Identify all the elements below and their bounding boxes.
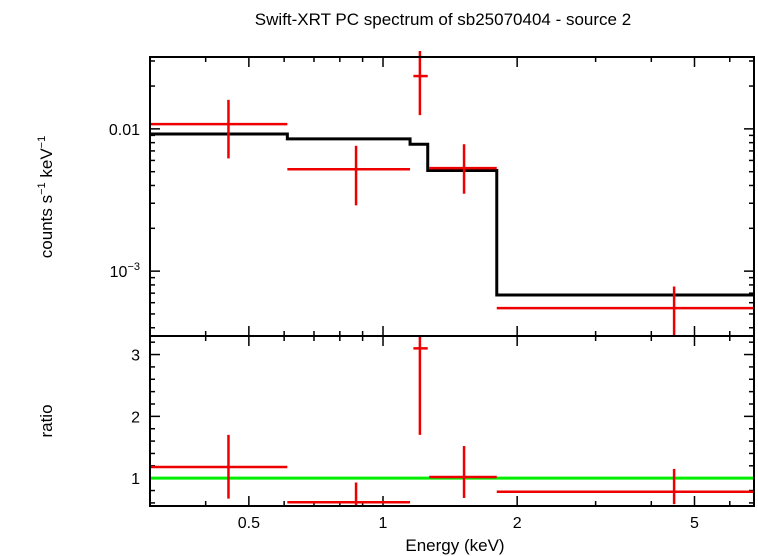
x-axis-label: Energy (keV): [405, 536, 504, 555]
spectrum-point: [496, 286, 754, 336]
ratio-panel: 1 2 3 0.5 1 2 5 ratio Energy (keV): [37, 335, 755, 555]
ratio-panel-frame: [149, 335, 755, 507]
model-step-line: [150, 132, 754, 297]
y-tick-label-exponent: −3: [127, 261, 140, 273]
x-tick-labels: 0.5 1 2 5: [238, 515, 699, 532]
ylabel-sup-1: −1: [36, 182, 48, 195]
ratio-point: [413, 336, 428, 435]
x-tick-label: 2: [513, 515, 522, 532]
ratio-y-axis-label: ratio: [37, 404, 56, 437]
ratio-y-tick-labels: 1 2 3: [131, 348, 140, 489]
ratio-y-tick-label: 3: [131, 348, 140, 365]
spectrum-point: [413, 51, 428, 116]
ratio-point: [429, 446, 497, 498]
spectrum-data-points: [150, 51, 754, 336]
chart-title: Swift-XRT PC spectrum of sb25070404 - so…: [255, 10, 631, 29]
x-tick-label: 0.5: [238, 515, 260, 532]
y-tick-label-base: 0.01: [109, 122, 140, 139]
spectrum-y-tick-labels: 0.01 10−3: [109, 122, 140, 281]
ratio-point: [150, 434, 288, 499]
ratio-y-tick-label: 1: [131, 471, 140, 488]
spectrum-y-tick-label: 10−3: [110, 261, 140, 281]
ratio-panel-ticks: [149, 336, 754, 506]
ylabel-mid: keV: [37, 148, 56, 183]
ratio-point: [496, 468, 754, 505]
ylabel-sup-2: −1: [36, 136, 48, 149]
spectrum-point: [429, 144, 497, 194]
ratio-data-points: [150, 336, 754, 506]
y-tick-label-base: 10: [110, 264, 128, 281]
spectrum-y-tick-label: 0.01: [109, 122, 140, 139]
spectrum-point: [287, 145, 411, 206]
x-tick-label: 1: [379, 515, 388, 532]
spectrum-point: [150, 99, 288, 159]
spectrum-y-axis-label: counts s−1 keV−1: [36, 136, 56, 258]
x-tick-label: 5: [690, 515, 699, 532]
ratio-point: [287, 482, 411, 506]
ylabel-main: counts s: [37, 195, 56, 258]
model-spectrum: [150, 132, 754, 297]
ratio-y-tick-label: 2: [131, 409, 140, 426]
